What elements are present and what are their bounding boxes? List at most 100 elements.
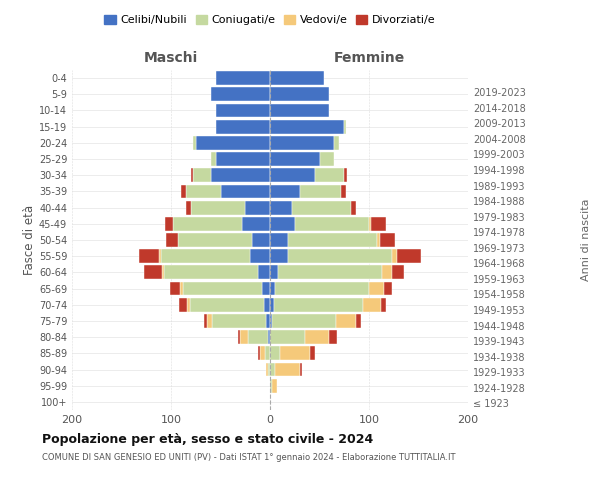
Bar bbox=[193, 136, 196, 149]
Bar bbox=[191, 168, 193, 182]
Bar bbox=[272, 314, 337, 328]
Bar bbox=[178, 233, 252, 247]
Bar bbox=[351, 200, 356, 214]
Bar bbox=[165, 217, 173, 230]
Bar bbox=[337, 314, 356, 328]
Bar bbox=[300, 362, 302, 376]
Bar bbox=[238, 330, 240, 344]
Bar bbox=[270, 298, 274, 312]
Bar bbox=[270, 266, 278, 280]
Bar bbox=[392, 250, 397, 263]
Bar bbox=[268, 362, 270, 376]
Legend: Celibi/Nubili, Coniugati/e, Vedovi/e, Divorziati/e: Celibi/Nubili, Coniugati/e, Vedovi/e, Di… bbox=[100, 10, 440, 30]
Bar bbox=[262, 282, 270, 296]
Bar bbox=[270, 217, 295, 230]
Bar bbox=[270, 104, 329, 118]
Text: COMUNE DI SAN GENESIO ED UNITI (PV) - Dati ISTAT 1° gennaio 2024 - Elaborazione : COMUNE DI SAN GENESIO ED UNITI (PV) - Da… bbox=[42, 452, 455, 462]
Bar bbox=[193, 168, 211, 182]
Bar bbox=[270, 233, 288, 247]
Bar bbox=[144, 266, 162, 280]
Bar bbox=[170, 282, 180, 296]
Bar bbox=[270, 184, 300, 198]
Bar bbox=[288, 233, 377, 247]
Bar bbox=[264, 298, 270, 312]
Bar bbox=[240, 330, 248, 344]
Bar bbox=[280, 346, 310, 360]
Bar bbox=[180, 282, 183, 296]
Bar bbox=[265, 346, 270, 360]
Bar bbox=[215, 104, 270, 118]
Bar bbox=[221, 184, 270, 198]
Bar bbox=[203, 314, 206, 328]
Bar bbox=[270, 136, 334, 149]
Bar bbox=[397, 250, 421, 263]
Text: Popolazione per età, sesso e stato civile - 2024: Popolazione per età, sesso e stato civil… bbox=[42, 432, 373, 446]
Bar bbox=[139, 250, 159, 263]
Bar bbox=[344, 120, 346, 134]
Bar bbox=[266, 314, 270, 328]
Bar bbox=[392, 266, 404, 280]
Bar bbox=[356, 314, 361, 328]
Bar bbox=[334, 136, 340, 149]
Bar bbox=[211, 88, 270, 101]
Bar bbox=[310, 346, 314, 360]
Bar bbox=[270, 250, 288, 263]
Bar bbox=[270, 379, 272, 392]
Bar bbox=[380, 233, 395, 247]
Bar bbox=[270, 362, 275, 376]
Bar bbox=[288, 250, 392, 263]
Bar bbox=[377, 233, 380, 247]
Bar bbox=[270, 330, 305, 344]
Bar bbox=[250, 250, 270, 263]
Y-axis label: Anni di nascita: Anni di nascita bbox=[581, 198, 591, 281]
Bar bbox=[314, 168, 344, 182]
Bar bbox=[215, 152, 270, 166]
Bar bbox=[329, 330, 337, 344]
Bar bbox=[295, 217, 369, 230]
Bar bbox=[274, 298, 363, 312]
Bar bbox=[252, 233, 270, 247]
Bar bbox=[268, 330, 270, 344]
Bar bbox=[206, 314, 212, 328]
Bar bbox=[181, 184, 186, 198]
Bar bbox=[215, 120, 270, 134]
Bar bbox=[266, 362, 268, 376]
Bar bbox=[272, 379, 277, 392]
Bar bbox=[166, 233, 178, 247]
Bar bbox=[186, 200, 191, 214]
Bar bbox=[211, 152, 215, 166]
Bar bbox=[270, 88, 329, 101]
Bar bbox=[341, 184, 346, 198]
Text: Maschi: Maschi bbox=[144, 51, 198, 65]
Bar bbox=[179, 298, 187, 312]
Bar bbox=[173, 217, 242, 230]
Bar bbox=[381, 298, 386, 312]
Bar bbox=[371, 217, 386, 230]
Text: Femmine: Femmine bbox=[334, 51, 404, 65]
Bar bbox=[183, 282, 262, 296]
Bar bbox=[320, 152, 334, 166]
Bar bbox=[196, 136, 270, 149]
Bar bbox=[270, 168, 314, 182]
Bar bbox=[245, 200, 270, 214]
Bar bbox=[382, 266, 392, 280]
Bar bbox=[270, 314, 272, 328]
Bar bbox=[344, 168, 347, 182]
Bar bbox=[260, 346, 265, 360]
Bar bbox=[270, 71, 325, 85]
Bar bbox=[270, 346, 280, 360]
Bar bbox=[258, 266, 270, 280]
Bar bbox=[369, 282, 384, 296]
Bar bbox=[164, 266, 258, 280]
Bar bbox=[187, 298, 190, 312]
Bar bbox=[275, 282, 369, 296]
Bar bbox=[363, 298, 381, 312]
Bar bbox=[161, 250, 250, 263]
Bar bbox=[242, 217, 270, 230]
Bar bbox=[270, 120, 344, 134]
Bar bbox=[292, 200, 351, 214]
Bar bbox=[162, 266, 164, 280]
Bar bbox=[278, 266, 382, 280]
Bar bbox=[190, 298, 264, 312]
Bar bbox=[305, 330, 329, 344]
